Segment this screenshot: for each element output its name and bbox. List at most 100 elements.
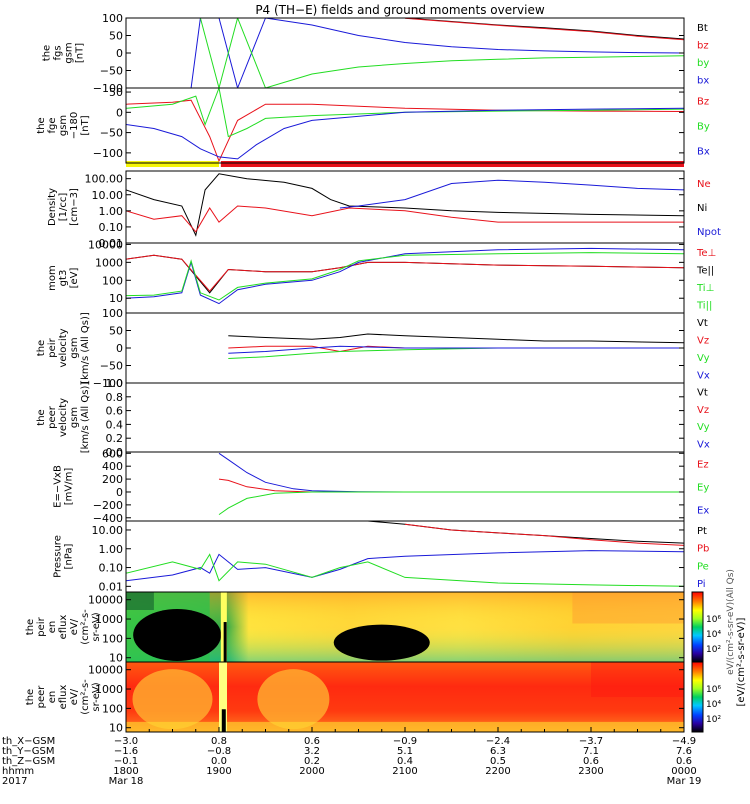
spectrogram-dark-strip <box>126 592 154 610</box>
ylabel-line: peir <box>47 337 58 357</box>
ylabel-line: [eV] <box>69 268 80 289</box>
colorbar-2: 10⁶ 10⁴ 10² <box>691 661 721 733</box>
xaxis-value: 0.6 <box>676 756 692 767</box>
ytick-label: 10 <box>109 652 123 665</box>
ytick-label: 100 <box>102 307 123 320</box>
ytick-label: 100 <box>102 702 123 715</box>
ytick-label: 1000 <box>95 256 123 269</box>
ylabel-line: mom <box>47 265 58 291</box>
ylabel-line: en <box>47 691 58 704</box>
ytick-label: 1000 <box>95 683 123 696</box>
ylabel-line: the <box>36 340 47 356</box>
xaxis-value: 5.1 <box>397 746 413 757</box>
panel-peer-eflux: 10000 1000 100 10 the peer en eflux eV/(cm²-s-sr… <box>25 661 685 735</box>
colorbar-gradient <box>691 591 704 663</box>
ylabel-line: the <box>25 619 36 635</box>
legend-entry: Bt <box>697 23 708 34</box>
ylabel-line: E=−VxB <box>53 465 64 508</box>
ylabel-line: gsm <box>69 337 80 358</box>
panel-fgs: 100 50 0 −50 −100 the fgs gsm [nT] Bt bz by bx <box>42 12 710 95</box>
legend-entry: Pb <box>697 544 709 555</box>
ytick-label: 0 <box>116 47 123 60</box>
ytick-label: 10 <box>109 292 123 305</box>
xaxis-value: 0.4 <box>397 756 413 767</box>
ytick-label: −50 <box>100 360 123 373</box>
ylabel-line: the <box>42 45 53 61</box>
ytick-label: 0 <box>116 106 123 119</box>
xaxis-value: 0.6 <box>304 736 320 747</box>
ytick-label: 100 <box>102 12 123 25</box>
ytick-label: 1.00 <box>99 543 124 556</box>
ytick-label: −100 <box>93 82 123 95</box>
legend-entry: Vz <box>697 335 709 346</box>
ylabel-line: the <box>36 117 47 133</box>
ylabel-line: [km/s (All Qs)] <box>80 312 91 384</box>
panel-frame <box>125 382 685 453</box>
xaxis-value: −3.7 <box>579 736 603 747</box>
xaxis-date: Mar 18 <box>109 776 144 787</box>
ytick-label: 10 <box>109 722 123 735</box>
ytick-label: 100.00 <box>85 173 124 186</box>
xaxis-value: −4.9 <box>672 736 696 747</box>
panel-frame <box>125 451 685 522</box>
xaxis-row-label: th_Y−GSM <box>2 746 54 757</box>
legend-entry: Vt <box>697 318 708 329</box>
legend-entry: bz <box>697 40 709 51</box>
ytick-label: 10000 <box>88 594 123 607</box>
colorbar-label: 10⁴ <box>706 700 721 710</box>
spectrogram-void-1 <box>133 608 222 661</box>
ylabel-line: the <box>25 689 36 705</box>
panel-density: 100.00 10.00 1.00 0.10 0.01 Density [1/cc] [cm−… <box>47 170 721 250</box>
series-group <box>218 452 684 516</box>
xaxis-value: 0.0 <box>211 756 227 767</box>
ylabel-line: gt3 <box>58 270 69 287</box>
spectrogram <box>126 662 684 732</box>
series-line-0 <box>367 521 684 544</box>
panel-pressure: 10.00 1.00 0.10 0.01 Pressure [nPa] Pt Pb Pe Pi <box>53 520 709 593</box>
xaxis-value: 2100 <box>392 766 417 777</box>
spectrogram-low-band <box>126 721 684 732</box>
ylabel-line: [nPa] <box>64 543 75 569</box>
legend-entry: by <box>697 58 709 69</box>
xaxis-value: 2300 <box>578 766 603 777</box>
ylabel-line: velocity <box>58 398 69 437</box>
ylabel-line: gsm <box>69 407 80 428</box>
spectrogram-warm-1 <box>132 669 213 730</box>
xaxis-value: 0.6 <box>583 756 599 767</box>
panel-peir-eflux: 10000 1000 100 10 the peir en eflux eV/(cm²-s-sr… <box>25 591 685 665</box>
legend-entry: Vy <box>697 353 710 364</box>
ylabel-line: gsm <box>58 115 69 136</box>
ytick-label: −100 <box>93 377 123 390</box>
legend-entry: Npot <box>697 227 721 238</box>
colorbar-gradient <box>691 661 704 733</box>
ytick-label: −400 <box>93 512 123 525</box>
colorbar-overlay: eV/(cm²-s-sr-eV)(All Qs) <box>726 569 736 675</box>
series-group <box>228 333 684 359</box>
ytick-label: 50 <box>109 86 123 99</box>
ytick-label: 1.0 <box>106 377 124 390</box>
ylabel-line: peer <box>36 685 47 709</box>
colorbar-label: 10⁴ <box>706 630 721 640</box>
series-line-1 <box>126 254 684 292</box>
ylabel-line: peir <box>36 616 47 636</box>
ytick-label: 600 <box>102 447 123 460</box>
time-axis: th_X−GSM −3.0 0.8 0.6 −0.9 −2.4 −3.7 −4.9 th_Y−G… <box>2 727 701 787</box>
legend-entry: By <box>697 122 710 133</box>
ylabel-line: en <box>47 621 58 634</box>
series-group <box>190 18 684 88</box>
legend-entry: Ex <box>697 506 709 517</box>
series-line-1 <box>218 478 684 493</box>
series-line-3 <box>126 252 684 301</box>
mode-bar <box>126 161 685 167</box>
ylabel-line: velocity <box>58 328 69 367</box>
legend-entry: Bx <box>697 147 710 158</box>
xaxis-value: 1900 <box>206 766 231 777</box>
xaxis-value: 7.6 <box>676 746 692 757</box>
xaxis-value: 0.8 <box>211 736 227 747</box>
mode-bar-yellow <box>126 161 219 167</box>
series-line-0 <box>218 452 684 493</box>
ytick-label: 0.01 <box>99 580 124 593</box>
xaxis-value: −0.1 <box>114 756 138 767</box>
